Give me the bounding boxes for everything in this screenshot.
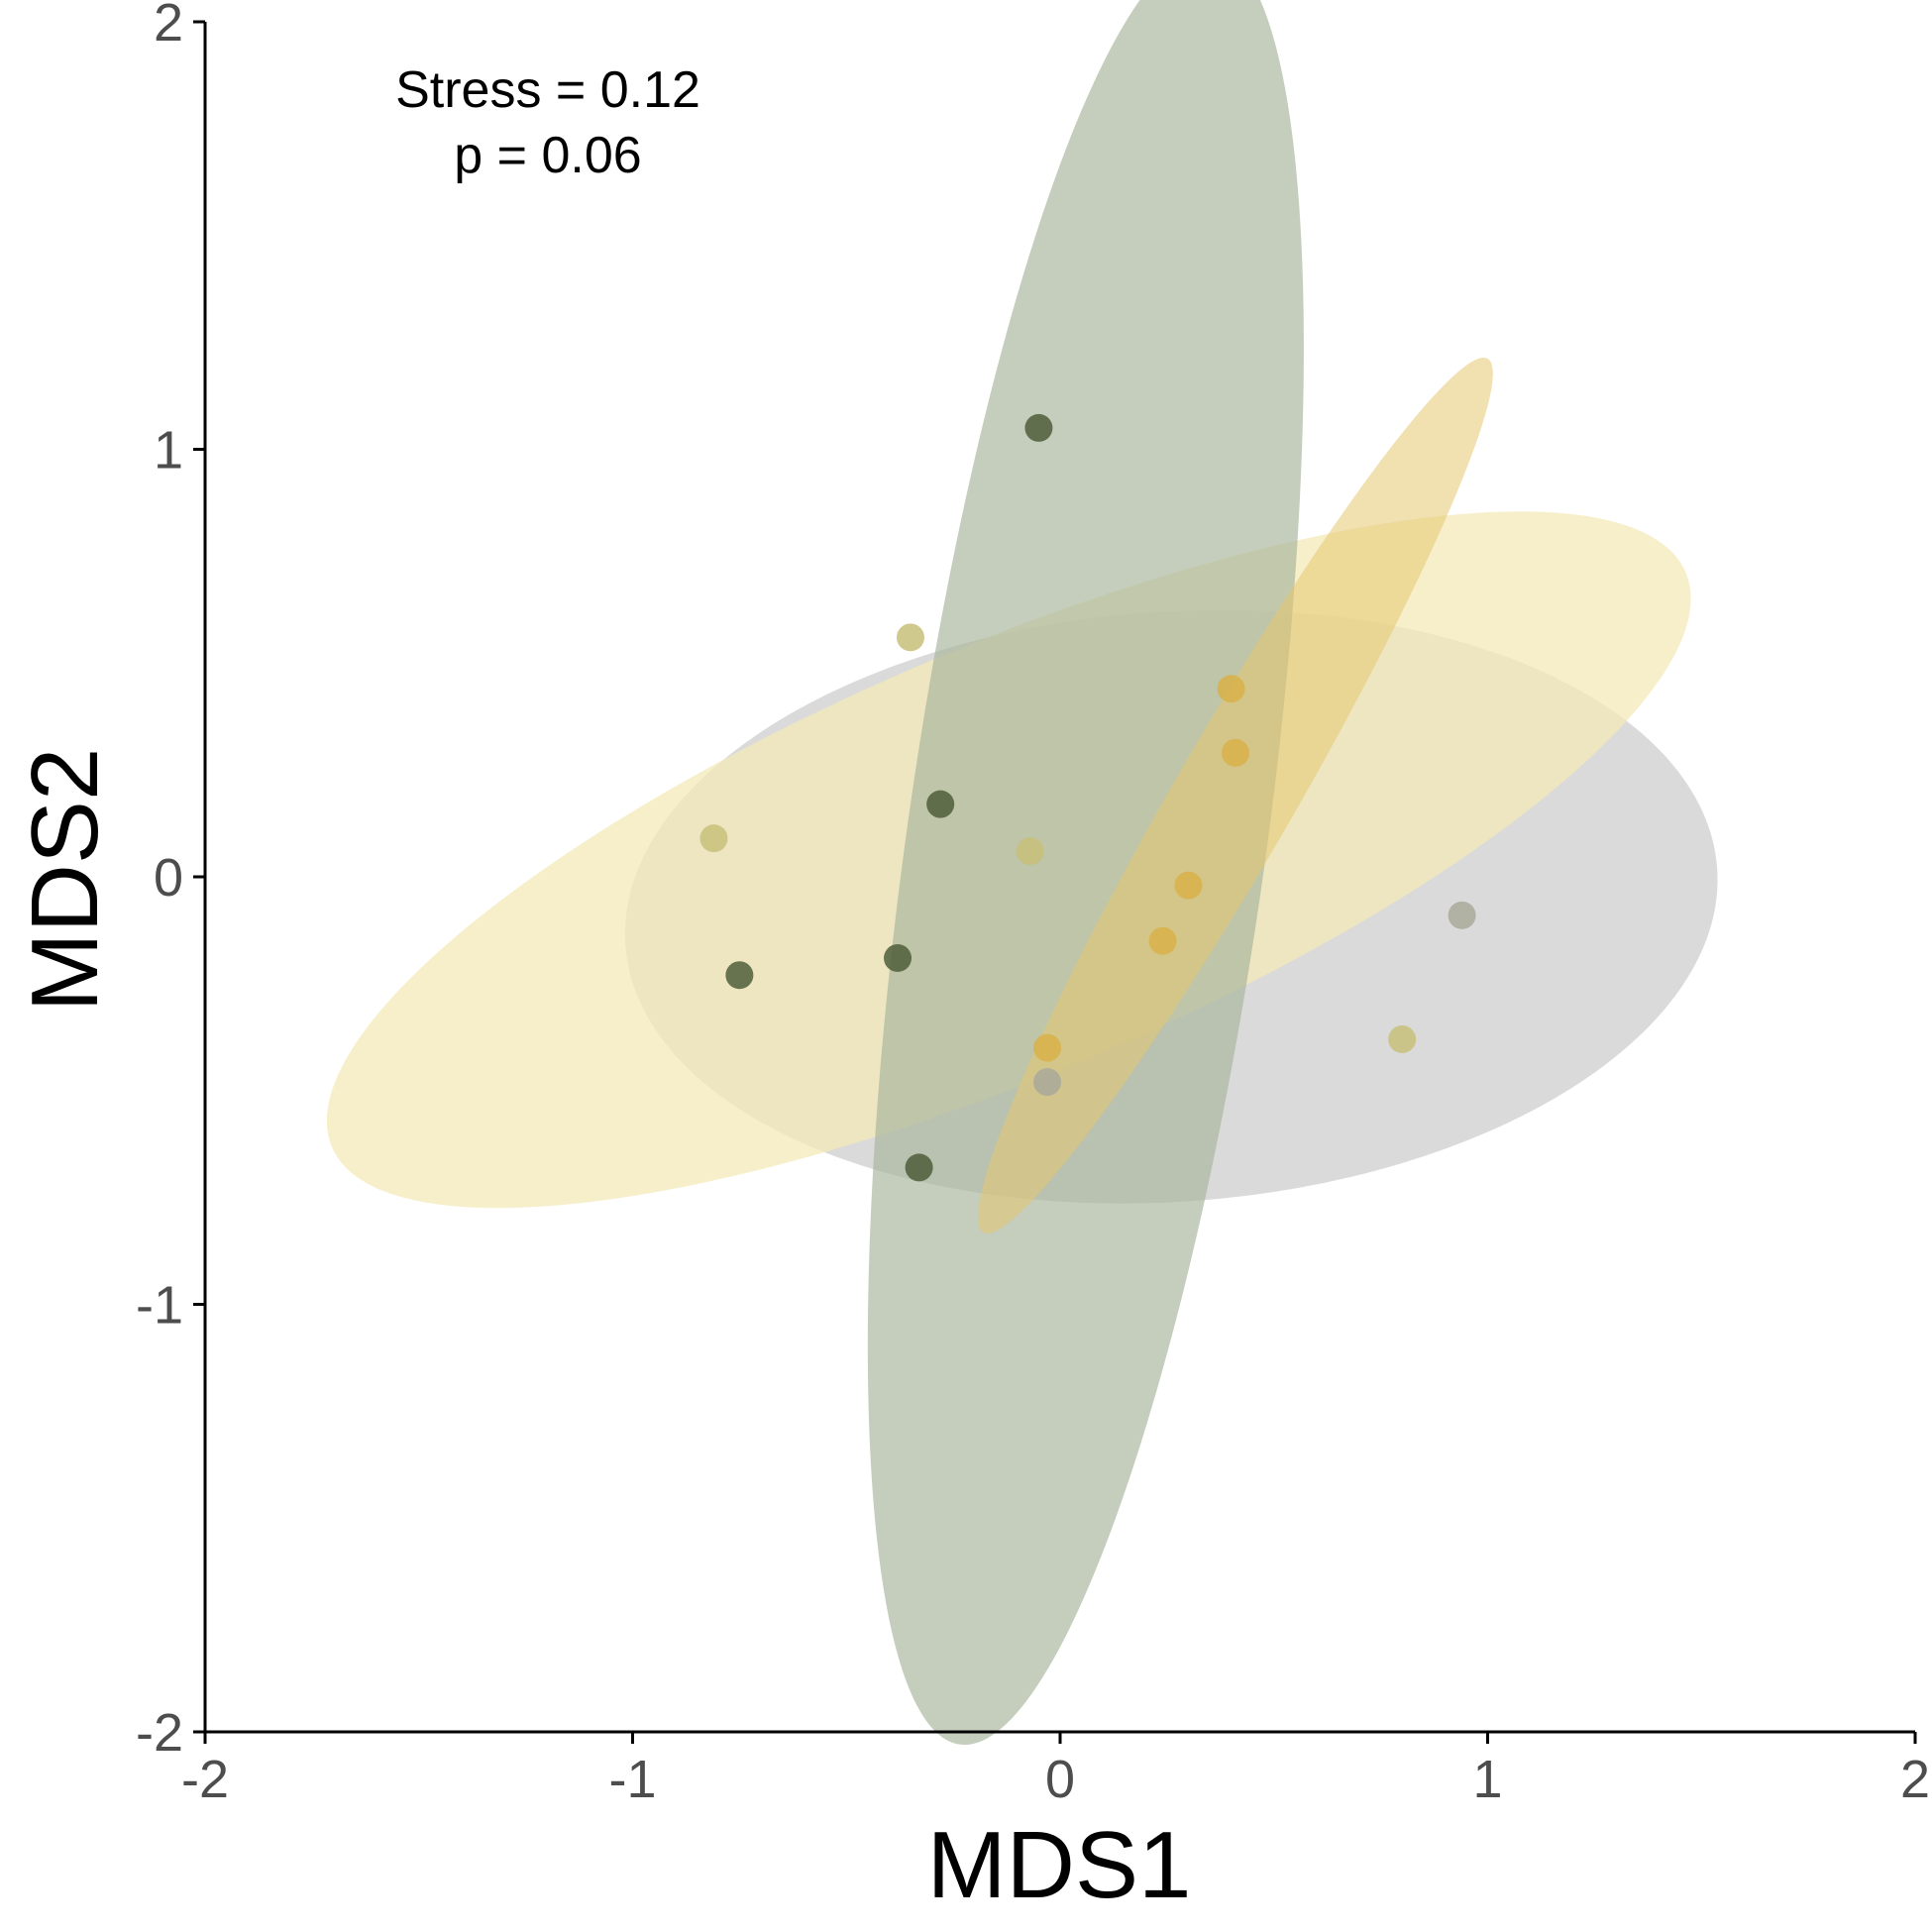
x-axis-title: MDS1 [927,1812,1192,1918]
annotation-stress: Stress = 0.12 [395,61,700,119]
point-layer [699,413,1476,1182]
group-ellipse-4 [978,358,1493,1234]
data-point [1388,1024,1417,1053]
data-point [1174,871,1203,900]
x-tick-label: -1 [608,1750,656,1809]
data-point [1024,413,1053,442]
data-point [884,943,912,972]
data-point [699,824,728,853]
ellipse-layer [326,0,1718,1746]
y-tick-label: 0 [154,848,183,908]
data-point [1016,837,1044,866]
data-point [1033,1033,1062,1062]
annotation-p-value: p = 0.06 [454,127,641,184]
data-point [1148,926,1177,955]
y-tick-label: 2 [154,0,183,53]
x-tick-label: -2 [181,1750,229,1809]
data-point [926,790,955,818]
data-point [1033,1068,1062,1097]
data-point [1221,738,1249,767]
data-point [905,1153,933,1182]
y-tick-label: -1 [136,1276,183,1336]
data-point [725,961,754,990]
x-tick-label: 1 [1472,1750,1502,1809]
y-tick-label: -2 [136,1703,183,1763]
x-tick-label: 2 [1900,1750,1930,1809]
tick-layer: -2 -1 0 1 2 -2 -1 0 1 2 [136,0,1930,1809]
x-tick-label: 0 [1045,1750,1075,1809]
data-point [1217,675,1245,703]
y-axis-title: MDS2 [12,748,118,1013]
data-point [1448,901,1476,929]
group-ellipse-3 [867,0,1304,1746]
y-tick-label: 1 [154,421,183,481]
data-point [896,623,924,652]
